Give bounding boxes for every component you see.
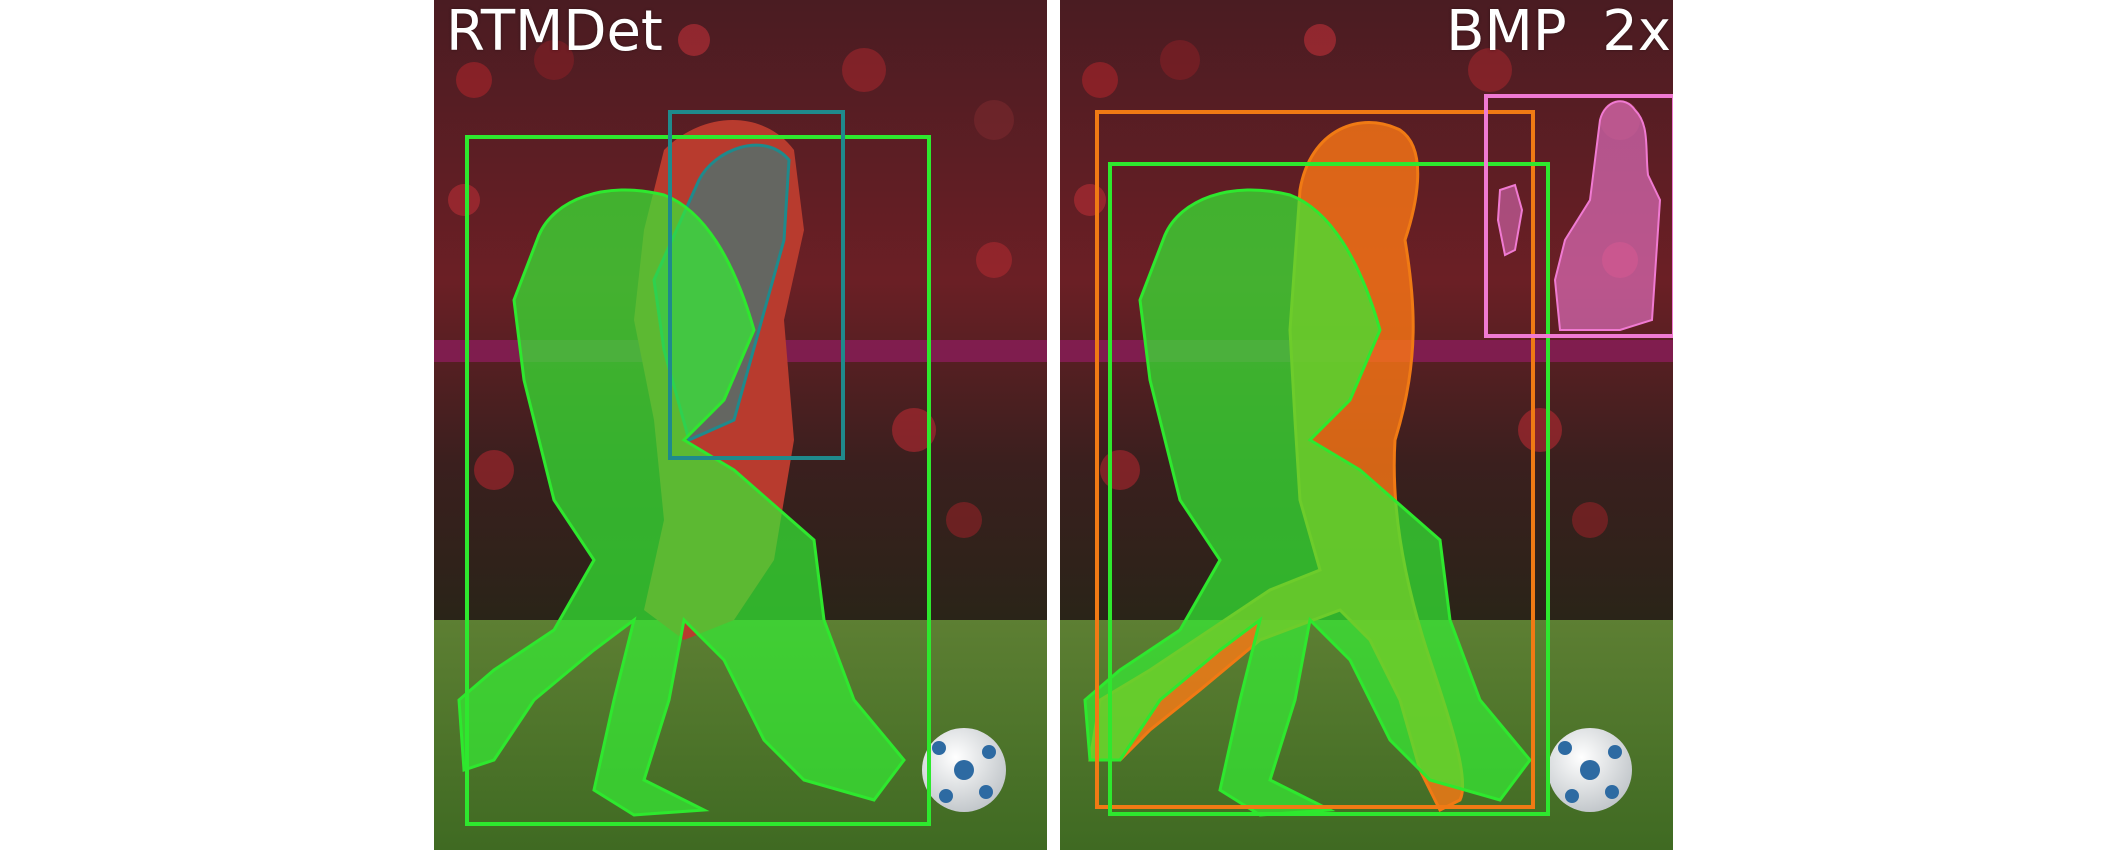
panel-label: BMP 2x (1446, 0, 1671, 64)
soccer-ball (1548, 728, 1632, 812)
box-pink (1484, 94, 1673, 338)
mask-green (1083, 188, 1532, 817)
crowd-texture (448, 24, 1014, 538)
comparison-panel-right: BMP 2x (1060, 0, 1673, 850)
comparison-panel-left: RTMDet (434, 0, 1047, 850)
scene-image (434, 0, 1047, 850)
panel-label: RTMDet (446, 0, 663, 64)
box-teal (668, 110, 845, 460)
box-orange (1095, 110, 1535, 809)
soccer-ball (922, 728, 1006, 812)
scene-image (1060, 0, 1673, 850)
mask-pink (1553, 100, 1662, 331)
mask-green (457, 188, 906, 817)
box-green (465, 135, 931, 826)
box-green (1108, 162, 1550, 816)
mask-pink-fragment (1496, 183, 1524, 257)
